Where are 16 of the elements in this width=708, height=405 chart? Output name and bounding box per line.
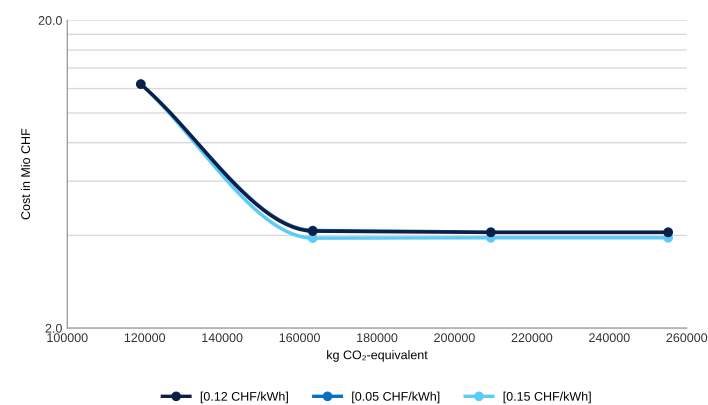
legend-label: [0.15 CHF/kWh] [504, 392, 591, 404]
x-tick-label: 120000 [124, 333, 166, 342]
y-tick-label: 2.0 [46, 324, 62, 333]
x-tick-label: 200000 [434, 333, 475, 342]
y-tick-label: 20.0 [38, 16, 62, 25]
x-tick-label: 140000 [202, 333, 243, 342]
legend-label: [0.05 CHF/kWh] [352, 392, 440, 404]
x-tick-label: 240000 [589, 333, 630, 342]
x-tick-label: 220000 [512, 333, 552, 342]
legend-label: [0.12 CHF/kWh] [200, 392, 288, 404]
y-axis-title: Cost in Mio CHF [20, 128, 30, 220]
x-tick-label: 260000 [666, 333, 708, 342]
x-axis-title: kg CO₂-equivalent [327, 350, 428, 362]
x-tick-label: 180000 [357, 333, 398, 342]
x-tick-label: 100000 [47, 333, 88, 342]
x-tick-label: 160000 [280, 333, 320, 342]
